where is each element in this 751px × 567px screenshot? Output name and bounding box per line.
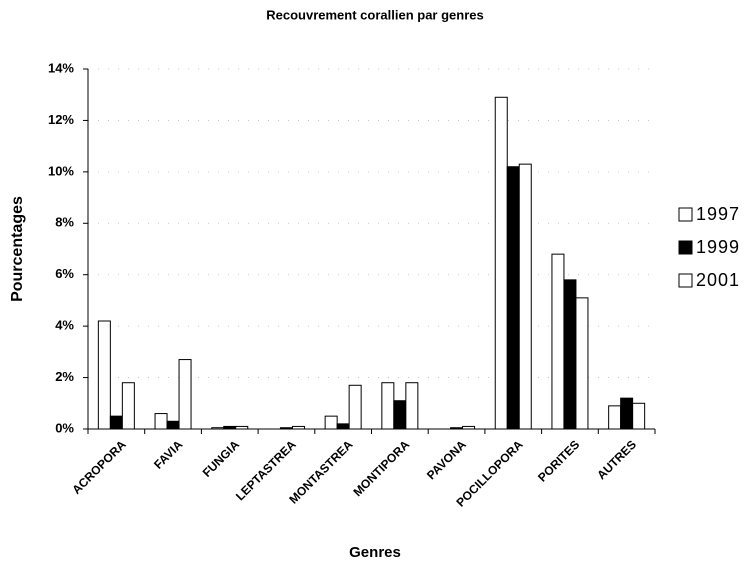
x-tick-label: ACROPORA	[69, 437, 129, 497]
y-tick-label: 0%	[55, 420, 74, 435]
x-axis-label: Genres	[349, 544, 401, 561]
bar	[393, 400, 407, 430]
bar	[506, 166, 520, 430]
bar	[154, 413, 168, 430]
y-tick-label: 6%	[55, 266, 74, 281]
legend-label: 1997	[696, 204, 740, 224]
legend-label: 2001	[696, 270, 740, 290]
bar	[620, 397, 634, 430]
bar	[235, 425, 249, 430]
y-tick-label: 8%	[55, 215, 74, 230]
x-tick-label: FUNGIA	[200, 437, 243, 480]
bar	[608, 405, 622, 430]
bar	[223, 425, 237, 430]
bar	[324, 415, 338, 430]
bar	[632, 402, 646, 430]
y-tick-label: 12%	[48, 112, 74, 127]
bar	[109, 415, 123, 430]
bar	[405, 382, 419, 430]
legend-swatch	[678, 207, 693, 222]
y-tick-label: 2%	[55, 369, 74, 384]
bar	[563, 279, 577, 430]
x-tick-label: PORITES	[535, 437, 582, 484]
bar	[450, 427, 464, 430]
bar	[518, 163, 532, 430]
bar	[462, 425, 476, 430]
bar	[336, 423, 350, 430]
x-tick-label: AUTRES	[594, 437, 639, 482]
bar	[494, 96, 508, 430]
y-tick-label: 10%	[48, 163, 74, 178]
bar	[381, 382, 395, 430]
bar	[121, 382, 135, 430]
y-axis-label: Pourcentages	[9, 196, 26, 302]
bar	[166, 420, 180, 430]
bar	[291, 425, 305, 430]
bar	[348, 384, 362, 430]
legend-swatch	[678, 240, 693, 255]
x-tick-label: MONTIPORA	[350, 437, 412, 499]
y-tick-label: 14%	[48, 60, 74, 75]
bar	[97, 320, 111, 430]
bar	[279, 427, 293, 430]
legend-swatch	[678, 273, 693, 288]
bar	[551, 253, 565, 430]
x-tick-label: PAVONA	[424, 437, 469, 482]
bar	[211, 427, 225, 430]
y-tick-label: 4%	[55, 318, 74, 333]
bar	[575, 297, 589, 430]
legend-label: 1999	[696, 237, 740, 257]
x-tick-label: FAVIA	[151, 437, 185, 471]
bar	[178, 359, 192, 430]
chart-title: Recouvrement corallien par genres	[266, 7, 483, 22]
